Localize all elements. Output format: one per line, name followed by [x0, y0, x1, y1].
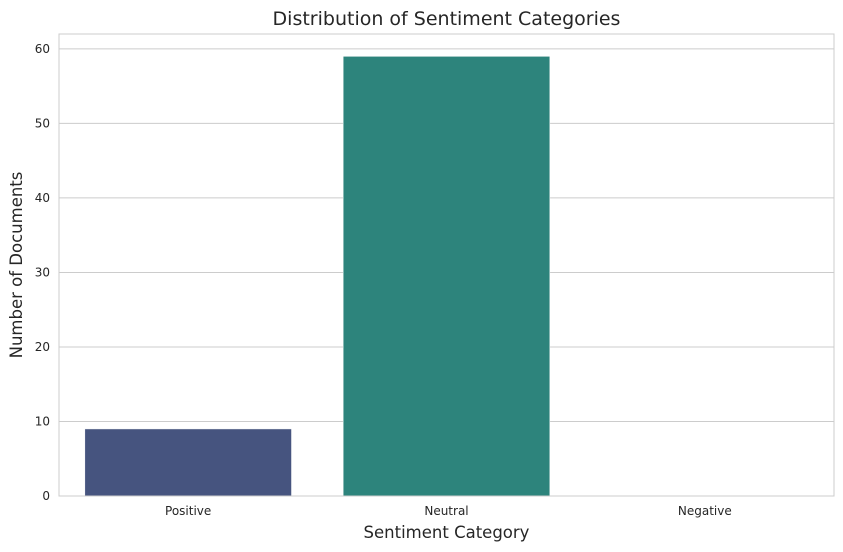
y-tick-label: 60	[35, 42, 50, 56]
x-tick-label-positive: Positive	[165, 504, 211, 518]
bars	[84, 56, 551, 497]
x-tick-labels: Positive Neutral Negative	[165, 504, 732, 518]
y-tick-label: 40	[35, 191, 50, 205]
y-axis-label: Number of Documents	[7, 172, 26, 359]
y-tick-label: 30	[35, 265, 50, 279]
y-tick-label: 0	[42, 489, 50, 503]
x-tick-label-negative: Negative	[678, 504, 732, 518]
y-tick-labels: 0 10 20 30 40 50 60	[35, 42, 50, 503]
y-tick-label: 10	[35, 414, 50, 428]
y-tick-label: 50	[35, 116, 50, 130]
bar-neutral	[342, 56, 551, 497]
plot-frame	[58, 33, 835, 497]
x-axis-label: Sentiment Category	[364, 523, 530, 542]
x-tick-label-neutral: Neutral	[424, 504, 468, 518]
bar-positive	[84, 428, 292, 497]
chart-title: Distribution of Sentiment Categories	[273, 8, 621, 30]
y-tick-label: 20	[35, 340, 50, 354]
